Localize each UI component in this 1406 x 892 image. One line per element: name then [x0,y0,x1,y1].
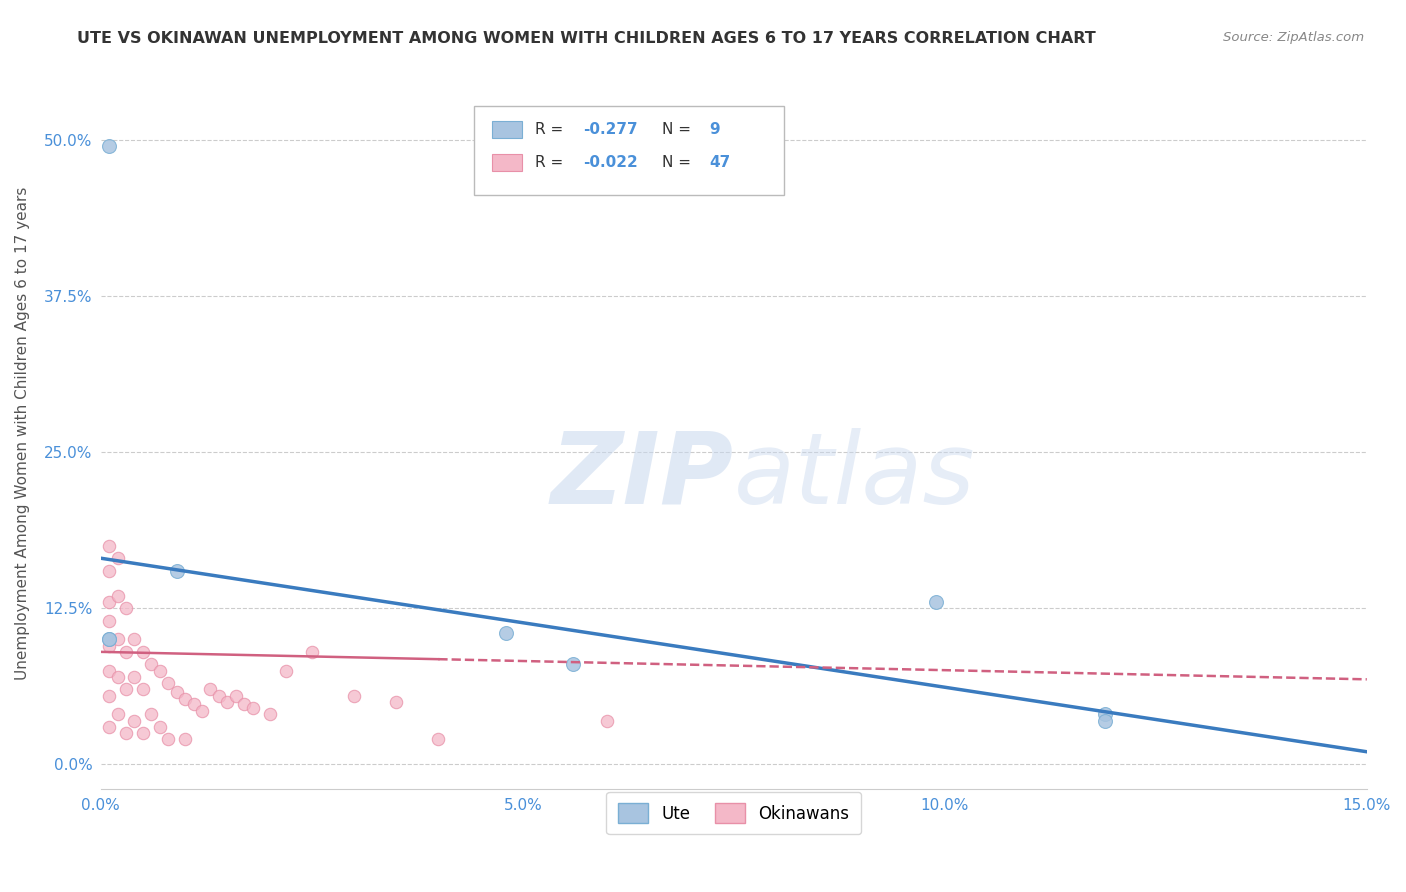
FancyBboxPatch shape [492,154,523,171]
Point [124,714,146,728]
Legend: Ute, Okinawans: Ute, Okinawans [606,792,862,834]
Point [132,726,155,740]
Point [166,685,188,699]
Point [149,664,172,678]
Point [276,664,298,678]
Point [343,689,366,703]
Point [98,564,121,578]
Point [166,564,188,578]
Point [115,682,138,697]
Point [98,720,121,734]
Point [98,664,121,678]
Point [301,645,323,659]
Point [98,632,121,647]
Point [98,139,121,153]
Point [191,704,214,718]
Text: -0.022: -0.022 [583,155,638,170]
Point [259,707,281,722]
Text: R =: R = [536,122,568,136]
Text: R =: R = [536,155,568,170]
Point [495,626,517,640]
Text: -0.277: -0.277 [583,122,638,136]
Point [115,645,138,659]
Point [98,539,121,553]
Point [157,732,180,747]
Point [98,689,121,703]
Text: 47: 47 [710,155,731,170]
Point [141,707,163,722]
Text: atlas: atlas [734,427,976,524]
FancyBboxPatch shape [492,120,523,138]
Point [1094,707,1116,722]
Point [132,682,155,697]
FancyBboxPatch shape [474,106,785,194]
Point [1094,714,1116,728]
Point [124,632,146,647]
Point [183,698,205,712]
Point [98,632,121,647]
Point [107,551,129,566]
Point [149,720,172,734]
Point [385,695,408,709]
Text: ZIP: ZIP [551,427,734,524]
Point [174,732,197,747]
Point [124,670,146,684]
Point [115,726,138,740]
Point [141,657,163,672]
Point [98,639,121,653]
Point [562,657,585,672]
Y-axis label: Unemployment Among Women with Children Ages 6 to 17 years: Unemployment Among Women with Children A… [15,186,30,680]
Point [107,670,129,684]
Point [233,698,256,712]
Point [107,632,129,647]
Text: N =: N = [662,155,696,170]
Point [242,701,264,715]
Text: UTE VS OKINAWAN UNEMPLOYMENT AMONG WOMEN WITH CHILDREN AGES 6 TO 17 YEARS CORREL: UTE VS OKINAWAN UNEMPLOYMENT AMONG WOMEN… [77,31,1097,46]
Point [596,714,619,728]
Point [98,595,121,609]
Point [157,676,180,690]
Text: Source: ZipAtlas.com: Source: ZipAtlas.com [1223,31,1364,45]
Point [217,695,239,709]
Point [107,589,129,603]
Point [132,645,155,659]
Point [107,707,129,722]
Point [115,601,138,615]
Point [925,595,948,609]
Point [98,614,121,628]
Point [174,692,197,706]
Point [427,732,450,747]
Point [200,682,222,697]
Point [208,689,231,703]
Point [225,689,247,703]
Text: N =: N = [662,122,696,136]
Text: 9: 9 [710,122,720,136]
